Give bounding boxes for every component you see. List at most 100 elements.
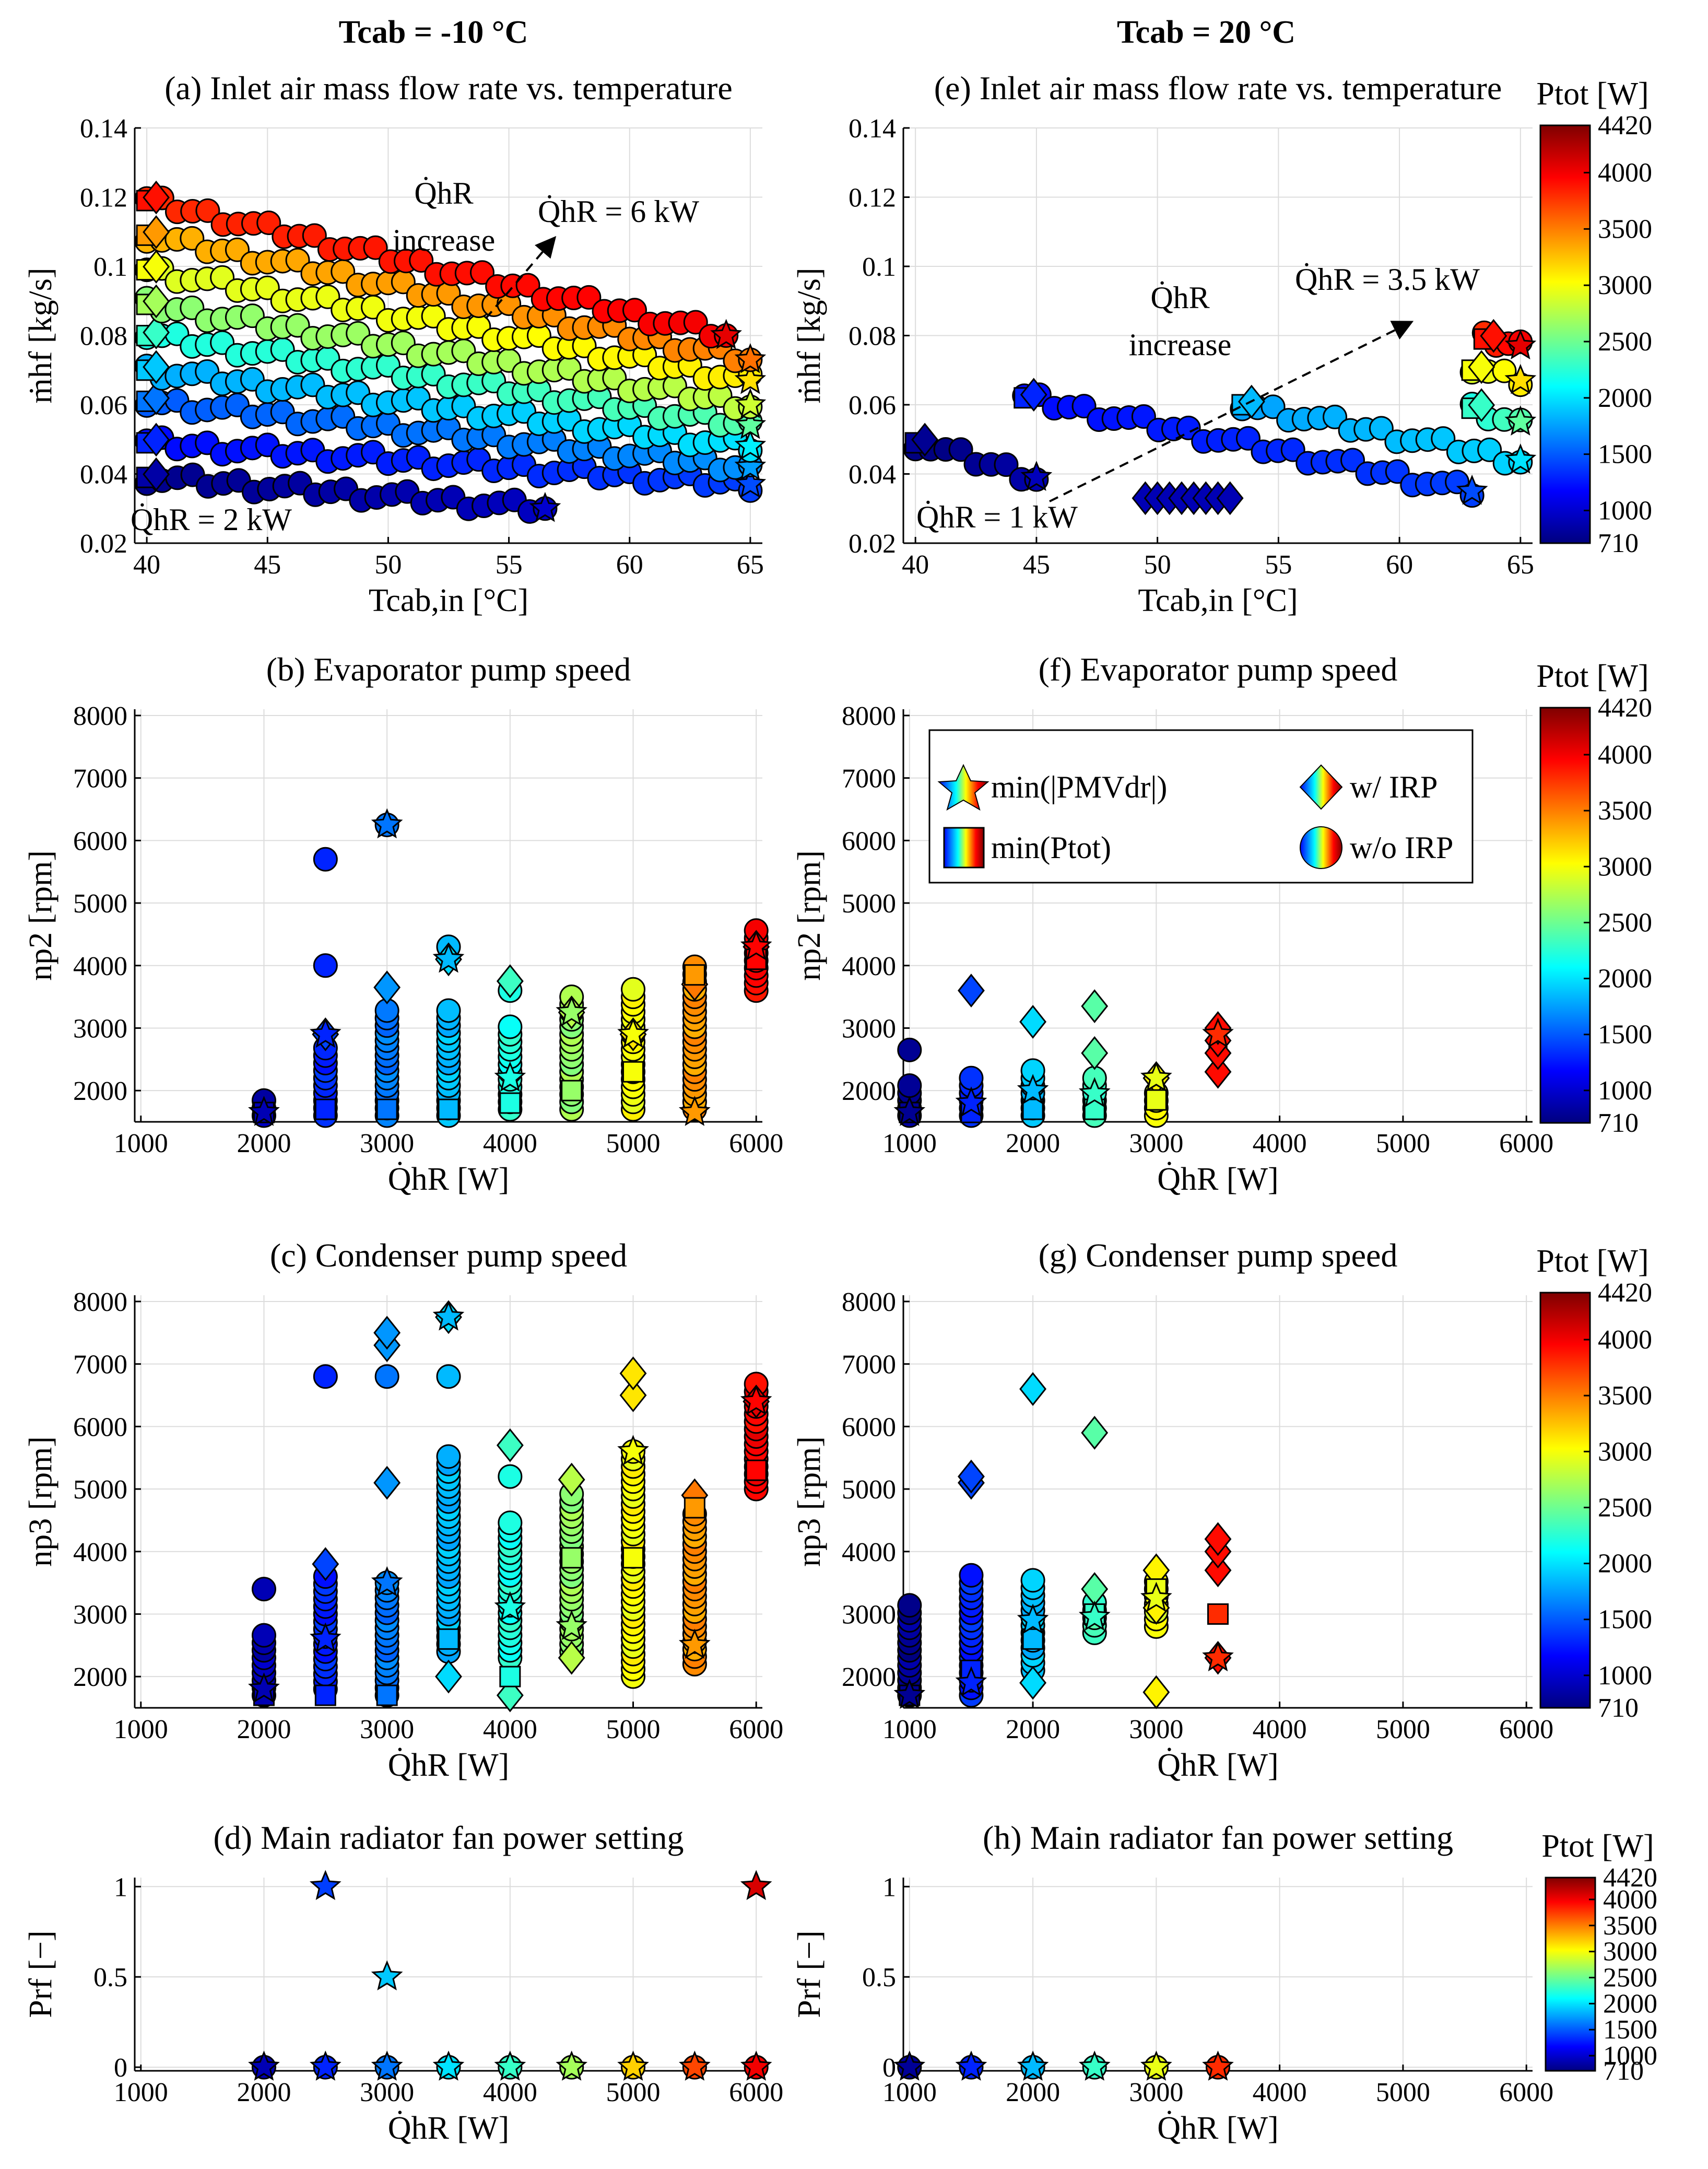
irp-marker	[143, 350, 170, 384]
min-ptot-marker	[622, 1061, 644, 1083]
colorbar-tick-label: 4000	[1598, 740, 1652, 770]
min-pmv-marker	[1017, 2050, 1049, 2081]
data-point	[897, 1037, 922, 1062]
y-axis-label: np3 [rpm]	[23, 1436, 58, 1567]
y-tick-label: 7000	[73, 1350, 127, 1380]
min-pmv-marker	[1078, 1077, 1111, 1107]
min-pmv-marker	[1504, 405, 1537, 436]
x-tick-label: 5000	[1376, 1129, 1430, 1158]
colorbar-tick-label: 1000	[1598, 1661, 1652, 1691]
x-tick-label: 3000	[1129, 2078, 1183, 2107]
annotation-a-min: Q̇hR = 2 kW	[131, 502, 292, 537]
y-tick-label: 7000	[842, 1350, 896, 1380]
y-tick-label: 4000	[842, 952, 896, 981]
panel-a: 40 45 50 55 60 65 0.02 0.04 0.06 0.08 0.1 0.12 0.14 (…	[23, 69, 767, 618]
irp-marker	[1480, 319, 1507, 353]
data-point	[363, 235, 388, 260]
min-pmv-marker	[678, 2050, 711, 2081]
data-point	[515, 273, 540, 298]
irp-marker	[619, 1378, 647, 1412]
data-point	[897, 1593, 922, 1618]
data-point	[621, 977, 646, 1002]
min-pmv-marker	[1504, 443, 1537, 474]
irp-marker	[958, 1459, 985, 1494]
irp-marker	[1081, 1415, 1109, 1450]
colorbar-tick-label: 4420	[1598, 1278, 1652, 1308]
data-point	[302, 223, 327, 248]
min-ptot-marker	[314, 1684, 336, 1706]
data-point	[195, 198, 220, 223]
min-pmv-marker	[734, 429, 767, 460]
colorbar-tick-label: 710	[1603, 2056, 1644, 2086]
y-tick-label: 2000	[842, 1076, 896, 1106]
irp-marker	[143, 315, 170, 349]
min-ptot-marker	[438, 1628, 460, 1650]
panel-title: (g) Condenser pump speed	[1039, 1237, 1398, 1274]
y-tick-label: 8000	[73, 1287, 127, 1317]
min-pmv-marker	[734, 450, 767, 481]
min-pmv-marker	[371, 2050, 403, 2081]
legend-star-icon	[937, 764, 990, 811]
legend-label-min-pmv: min(|PMVdr|)	[991, 770, 1167, 804]
panel-title: (b) Evaporator pump speed	[266, 651, 631, 688]
legend-box	[928, 729, 1474, 884]
min-pmv-marker	[678, 1628, 711, 1659]
y-axis-label: Prf [−]	[792, 1930, 827, 2018]
panel-title: (c) Condenser pump speed	[270, 1237, 627, 1274]
colorbar-tick-label: 1500	[1598, 1605, 1652, 1635]
y-tick-label: 0.1	[862, 252, 896, 282]
min-pmv-marker	[1140, 1061, 1172, 1092]
y-tick-label: 3000	[842, 1014, 896, 1044]
x-tick-label: 4000	[1253, 1715, 1307, 1744]
min-pmv-marker	[740, 1385, 772, 1415]
colorbar-tick-label: 1000	[1603, 2041, 1657, 2071]
min-pmv-marker	[248, 1096, 280, 1126]
x-tick-label: 40	[902, 550, 929, 580]
panel-b: 1000 2000 3000 4000 5000 6000 2000 3000 4000 5000…	[23, 651, 783, 1197]
y-tick-label: 6000	[73, 826, 127, 856]
x-axis-label: Q̇hR [W]	[1157, 1162, 1278, 1197]
min-pmv-marker	[678, 1096, 711, 1126]
y-tick-label: 8000	[842, 1287, 896, 1317]
x-tick-label: 1000	[882, 2078, 937, 2107]
x-tick-label: 3000	[360, 2078, 414, 2107]
x-tick-label: 45	[254, 550, 281, 580]
y-tick-label: 6000	[842, 1412, 896, 1442]
x-tick-label: 55	[496, 550, 523, 580]
min-pmv-marker	[1017, 1603, 1049, 1634]
panel-f: 1000 2000 3000 4000 5000 6000 2000 3000 4000 5000…	[792, 651, 1553, 1197]
x-axis-label: Q̇hR [W]	[388, 2111, 509, 2146]
colorbar-tick-label: 710	[1598, 529, 1639, 558]
y-tick-label: 2000	[842, 1662, 896, 1692]
y-tick-label: 0.04	[80, 460, 127, 490]
column-title-right: Tcab = 20 °C	[1117, 15, 1295, 50]
irp-marker	[143, 457, 170, 491]
colorbar-label: Ptot [W]	[1541, 1828, 1654, 1864]
irp-marker	[496, 1428, 524, 1462]
min-ptot-marker	[499, 1092, 521, 1114]
data-point	[1431, 426, 1456, 451]
min-ptot-marker	[314, 1098, 336, 1120]
colorbar-tick-label: 4420	[1603, 1863, 1657, 1893]
annotation-e-max: Q̇hR = 3.5 kW	[1295, 262, 1480, 297]
x-tick-label: 50	[374, 550, 402, 580]
colorbar-tick-label: 3500	[1598, 214, 1652, 244]
min-pmv-marker	[432, 942, 465, 973]
x-tick-label: 5000	[606, 1715, 661, 1744]
irp-marker	[143, 180, 170, 215]
colorbar-tick-label: 3500	[1603, 1911, 1657, 1941]
min-pmv-marker	[617, 1017, 649, 1048]
annotation-e-min: Q̇hR = 1 kW	[916, 500, 1078, 534]
y-tick-label: 0.02	[80, 529, 127, 559]
x-tick-label: 2000	[237, 1715, 291, 1744]
irp-marker	[558, 1462, 585, 1497]
irp-marker	[143, 284, 170, 319]
y-tick-label: 0.08	[849, 322, 896, 351]
colorbar-tick-label: 2000	[1598, 1549, 1652, 1579]
colorbar-tick-label: 2500	[1603, 1963, 1657, 1992]
colorbar-tick-label: 2500	[1598, 1493, 1652, 1522]
min-pmv-marker	[955, 1666, 987, 1696]
colorbar-3	[1539, 1292, 1591, 1709]
data-point	[498, 1510, 523, 1535]
x-tick-label: 1000	[114, 2078, 168, 2107]
